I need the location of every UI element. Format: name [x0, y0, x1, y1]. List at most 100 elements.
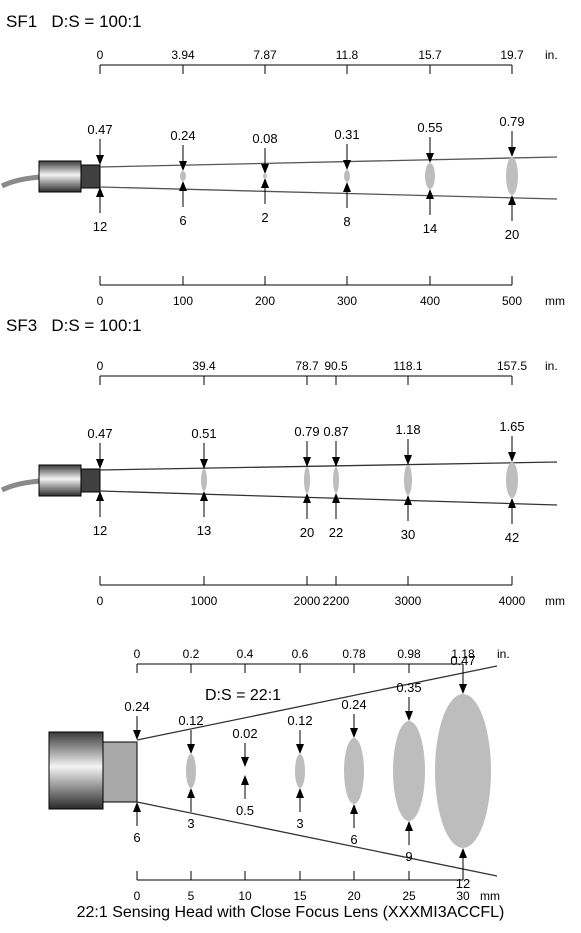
sf3-mm-tick-label: 2200	[323, 594, 350, 608]
sf1-inch-tick-label: 0	[97, 48, 104, 62]
cf-sensor-body	[48, 731, 104, 810]
cf-inch-tick-label: 0.2	[183, 647, 200, 661]
sf1-spot-mm-label: 20	[505, 227, 519, 242]
cf-arrow-mm-head	[133, 802, 141, 812]
sf3-inch-tick-label: 78.7	[295, 359, 319, 373]
sf1-arrow-mm-head	[261, 178, 269, 188]
cf-arrow-in-head	[350, 728, 358, 738]
sf3-arrow-in-head	[404, 455, 412, 465]
sf3-arrow-mm-head	[303, 493, 311, 503]
sf1-spot	[425, 163, 435, 189]
sf3-arrow-mm-head	[404, 495, 412, 505]
sf3-spot-in-label: 0.51	[191, 426, 216, 441]
cf-spot	[393, 721, 425, 821]
sf3-spot-in-label: 0.79	[294, 424, 319, 439]
cf-mm-tick-label: 5	[188, 889, 195, 903]
sf3-spot-in-label: 1.18	[395, 422, 420, 437]
sf1-cable	[0, 174, 41, 189]
sf3-spot	[506, 462, 518, 498]
sf1-spot-mm-label: 2	[261, 210, 268, 225]
cf-sensor-lens	[102, 741, 138, 803]
sf3-spot-mm-label: 22	[329, 525, 343, 540]
cf-spot-mm-label: 12	[456, 876, 470, 891]
sf1-arrow-in-head	[508, 147, 516, 157]
cf-spot-in-label: 0.02	[232, 726, 257, 741]
cf-mm-tick-label: 20	[347, 889, 361, 903]
cf-inch-tick-label: 0.98	[397, 647, 421, 661]
cf-inch-unit-label: in.	[497, 647, 510, 661]
sf3-mm-unit-label: mm	[545, 594, 565, 608]
cf-spot	[186, 754, 196, 788]
cf-spot	[344, 738, 364, 804]
cf-arrow-mm-head	[350, 804, 358, 814]
cf-spot-in-label: 0.24	[124, 699, 149, 714]
cf-spot-in-label: 0.12	[287, 713, 312, 728]
sf3-mm-tick-label: 0	[97, 594, 104, 608]
sf1-spot-mm-label: 14	[423, 221, 437, 236]
cf-beam-lower	[136, 801, 498, 877]
sf1-spot-in-label: 0.55	[417, 120, 442, 135]
sf1-spot	[180, 171, 186, 181]
cf-spot-mm-label: 0.5	[236, 803, 254, 818]
sf3-beam-lower	[99, 490, 558, 506]
sf3-mm-tick-label: 2000	[294, 594, 321, 608]
cf-spot-in-label: 0.24	[341, 697, 366, 712]
cf-arrow-in-head	[133, 730, 141, 740]
sf1-arrow-mm-head	[343, 182, 351, 192]
sf3-title: SF3 D:S = 100:1	[6, 316, 142, 336]
sf3-arrow-mm-head	[200, 491, 208, 501]
cf-spot-mm-label: 3	[296, 816, 303, 831]
sf3-beam-upper	[99, 461, 558, 471]
sf1-arrow-mm-head	[508, 195, 516, 205]
sf3-spot	[404, 465, 412, 495]
sf3-spot-in-label: 0.87	[323, 424, 348, 439]
sf1-spot	[263, 174, 267, 178]
cf-inch-tick-label: 0	[134, 647, 141, 661]
sf3-cable	[0, 478, 41, 493]
sf3-inch-unit-label: in.	[545, 359, 558, 373]
cf-ratio-label: D:S = 22:1	[205, 687, 281, 704]
sf1-inch-tick-label: 3.94	[171, 48, 195, 62]
cf-spot-in-label: 0.35	[396, 680, 421, 695]
sf3-inch-tick-label: 157.5	[497, 359, 527, 373]
sf1-mm-tick-label: 400	[420, 294, 440, 308]
sf3-arrow-in-head	[332, 457, 340, 467]
sf1-arrow-mm-head	[96, 187, 104, 197]
sf3-mm-tick-label: 4000	[499, 594, 526, 608]
sf1-inch-tick-label: 7.87	[253, 48, 277, 62]
sf1-mm-tick-label: 500	[502, 294, 522, 308]
cf-spot-in-label: 0.47	[450, 653, 475, 668]
sf1-inch-tick-label: 11.8	[336, 48, 359, 62]
cf-arrow-in-head	[187, 744, 195, 754]
sf3-spot-mm-label: 30	[401, 527, 415, 542]
sf3-spot	[304, 467, 310, 493]
sf1-sensor-body	[38, 160, 82, 193]
sf3-ratio-label: D:S = 100:1	[51, 316, 142, 335]
sf1-arrow-in-head	[179, 161, 187, 171]
cf-beam-upper	[136, 665, 498, 741]
sf3-inch-tick-label: 39.4	[192, 359, 216, 373]
sf3-arrow-in-head	[303, 457, 311, 467]
sf1-spot-in-label: 0.31	[334, 127, 359, 142]
cf-arrow-mm-head	[241, 775, 249, 785]
sf1-beam-upper	[99, 156, 558, 168]
sf1-spot-in-label: 0.24	[170, 128, 195, 143]
sf1-model-label: SF1	[6, 12, 38, 31]
sf1-arrow-in-head	[96, 155, 104, 165]
cf-inch-tick-label: 0.4	[237, 647, 254, 661]
sf1-spot-in-label: 0.79	[499, 114, 524, 129]
sf1-arrow-in-head	[343, 160, 351, 170]
cf-spot-mm-label: 6	[350, 832, 357, 847]
cf-mm-tick-label: 25	[402, 889, 416, 903]
figure-caption: 22:1 Sensing Head with Close Focus Lens …	[76, 904, 505, 921]
cf-spot-mm-label: 3	[187, 816, 194, 831]
sf1-mm-tick-label: 0	[97, 294, 104, 308]
sf3-spot-mm-label: 12	[93, 523, 107, 538]
sf3-spot	[201, 469, 207, 491]
sf1-spot	[506, 157, 518, 195]
cf-arrow-in-head	[459, 684, 467, 694]
cf-arrow-mm-head	[405, 821, 413, 831]
sf3-mm-tick-label: 3000	[395, 594, 422, 608]
cf-mm-tick-label: 30	[456, 889, 470, 903]
cf-inch-tick-label: 0.6	[292, 647, 309, 661]
